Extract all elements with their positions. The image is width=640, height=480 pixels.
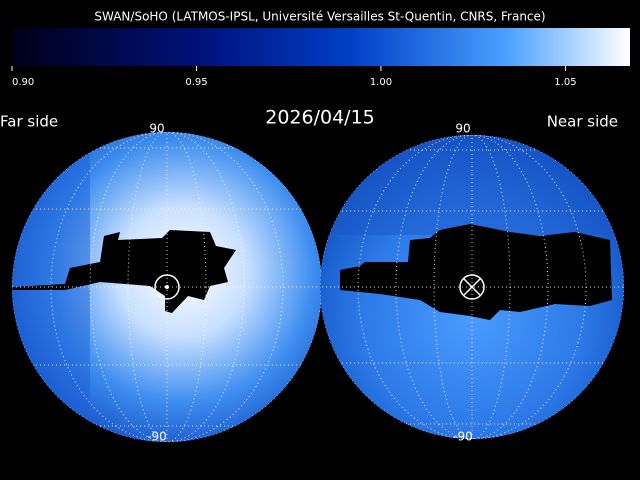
colorbar	[12, 28, 630, 66]
lat-bottom-label: -90	[453, 430, 473, 444]
sun-symbol	[154, 274, 180, 300]
lat-top-label: 90	[149, 122, 164, 136]
near-side-map	[320, 135, 624, 439]
colorbar-tick-label: 0.95	[185, 77, 207, 88]
antisun-symbol	[459, 274, 485, 300]
date: 2026/04/15	[265, 107, 375, 129]
sun-dot	[165, 285, 169, 289]
lat-top-label: 90	[455, 122, 470, 136]
near-side-label: Near side	[547, 113, 618, 131]
colorbar-ticks: 0.90 0.95 1.00 1.05	[11, 66, 577, 88]
lat-bottom-label: -90	[147, 430, 167, 444]
far-side-label: Far side	[0, 113, 58, 131]
colorbar-tick-label: 1.00	[370, 77, 392, 88]
title: SWAN/SoHO (LATMOS-IPSL, Université Versa…	[94, 10, 545, 24]
colorbar-tick-label: 0.90	[12, 77, 34, 88]
antisun-cross	[463, 278, 481, 296]
colorbar-tick-label: 1.05	[554, 77, 576, 88]
far-side-map	[12, 132, 322, 442]
